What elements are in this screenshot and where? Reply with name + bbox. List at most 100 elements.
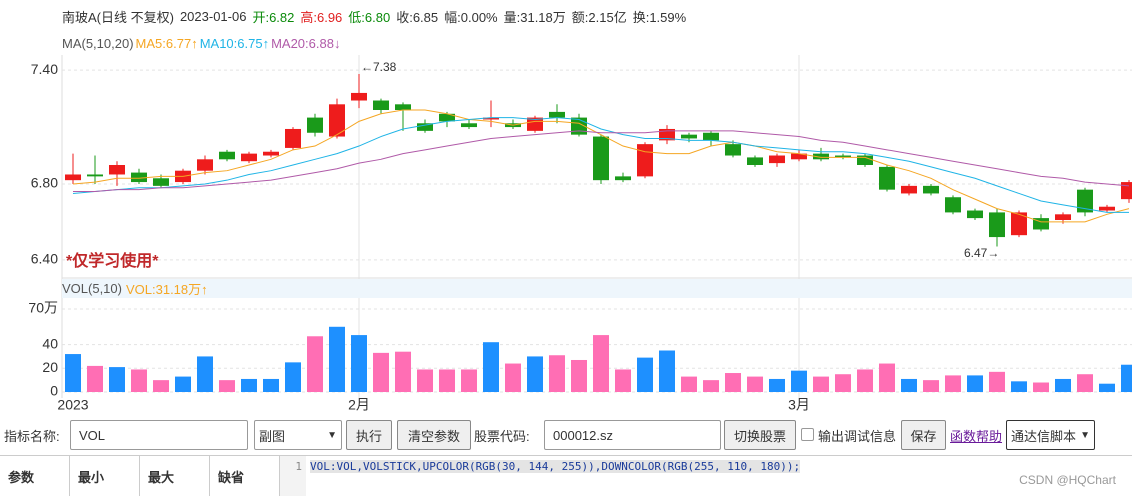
candle-body	[417, 123, 433, 131]
volume-bar	[505, 363, 521, 392]
candle-body	[747, 157, 763, 165]
candle-body	[65, 174, 81, 181]
date: 2023-01-06	[179, 8, 247, 24]
quote-item: 幅:0.00%	[444, 9, 498, 25]
code-input[interactable]: 000012.sz	[544, 420, 721, 450]
y-tick-label: 70万	[28, 300, 58, 316]
candle-body	[989, 212, 1005, 238]
input-text: 000012.sz	[553, 427, 613, 443]
vol-legend: VOL(5,10) VOL:31.18万↑	[62, 279, 1132, 298]
candle-body	[1055, 214, 1071, 220]
candle-body	[439, 113, 455, 122]
candle-body	[769, 155, 785, 164]
table-header: 缺省	[210, 456, 280, 496]
y-tick-label: 0	[50, 383, 58, 399]
candle-body	[197, 159, 213, 171]
legend-item: MA5:6.77↑	[135, 35, 198, 51]
candle-body	[879, 166, 895, 190]
legend-item: MA20:6.88↓	[271, 35, 341, 51]
volume-bar	[373, 352, 389, 392]
volume-bar	[439, 369, 455, 392]
candle-body	[131, 172, 147, 183]
y-tick-label: 20	[42, 359, 58, 375]
volume-bar	[241, 378, 257, 392]
candle-body	[109, 165, 125, 175]
candle-body	[1099, 206, 1115, 211]
quote-item: 高:6.96	[300, 9, 343, 25]
volume-bar	[395, 351, 411, 392]
volume-bar	[1121, 364, 1132, 392]
legend-item: MA10:6.75↑	[199, 35, 270, 51]
volume-bar	[1099, 383, 1115, 392]
watermark: CSDN @HQChart	[1019, 473, 1116, 487]
run-button[interactable]: 执行	[346, 420, 392, 450]
y-tick-label: 7.40	[31, 61, 58, 77]
header: 南玻A(日线 不复权) 2023-01-06 开:6.82 高:6.96 低:6.8…	[62, 6, 686, 26]
volume-bar	[879, 363, 895, 392]
x-tick-label: 2月	[348, 397, 370, 413]
candle-body	[219, 151, 235, 160]
volume-bar	[593, 335, 609, 392]
volume-bar	[1033, 382, 1049, 392]
label: 指标名称:	[4, 428, 60, 444]
volume-bar	[725, 373, 741, 392]
label: 股票代码:	[474, 428, 530, 444]
volume-bar	[153, 380, 169, 392]
help-link[interactable]: 函数帮助	[950, 428, 1003, 444]
ma-line	[72, 117, 1129, 213]
indicator-input[interactable]: VOL	[70, 420, 248, 450]
chart-kind-select[interactable]: 副图 ▼	[254, 420, 342, 450]
clear-button[interactable]: 清空参数	[397, 420, 471, 450]
volume-bar	[923, 380, 939, 392]
volume-bar	[769, 378, 785, 392]
quote-item: 量:31.18万	[503, 9, 566, 25]
ma-line	[72, 109, 1130, 223]
table-header: 最大	[140, 456, 210, 496]
volume-bar	[87, 365, 103, 392]
volume-bar	[109, 367, 125, 392]
candle-body	[87, 174, 103, 177]
low-annotation: 6.47→	[964, 246, 999, 260]
candle-body	[241, 153, 257, 162]
candle-body	[483, 117, 499, 120]
candle-body	[153, 178, 169, 186]
volume-bar	[703, 380, 719, 392]
volume-bar	[351, 335, 367, 392]
volume-bar	[637, 357, 653, 392]
candle-body	[967, 210, 983, 219]
y-tick-label: 6.40	[31, 251, 58, 267]
volume-bar	[681, 376, 697, 392]
candle-body	[329, 104, 345, 137]
quote-item: 换:1.59%	[632, 9, 687, 25]
candle-body	[1033, 218, 1049, 230]
candle-body	[703, 132, 719, 141]
select-text: 通达信脚本	[1011, 428, 1077, 444]
table-header: 最小	[70, 456, 140, 496]
params-table: 参数 最小 最大 缺省 1 VOL:VOL,VOLSTICK,UPCOLOR(R…	[0, 455, 1132, 496]
volume-bar	[747, 376, 763, 392]
volume-bar	[835, 374, 851, 392]
candle-body	[263, 151, 279, 156]
volume-bar	[549, 355, 565, 392]
button-text: 执行	[355, 428, 382, 444]
switch-button[interactable]: 切换股票	[724, 420, 796, 450]
volume-bar	[1077, 374, 1093, 392]
candle-body	[901, 185, 917, 194]
candle-body	[307, 117, 323, 133]
quote-item: 开:6.82	[252, 9, 295, 25]
candle-body	[615, 176, 631, 181]
volume-bar	[967, 375, 983, 392]
volume-bar	[901, 378, 917, 392]
volume-bar	[307, 336, 323, 392]
volume-bar	[857, 369, 873, 392]
volume-bar	[197, 356, 213, 392]
script-kind-select[interactable]: 通达信脚本 ▼	[1006, 420, 1095, 450]
volume-bar	[461, 369, 477, 392]
candle-body	[373, 100, 389, 110]
debug-checkbox[interactable]	[801, 428, 814, 441]
volume-bar	[131, 369, 147, 392]
candle-body	[791, 153, 807, 160]
candle-body	[857, 155, 873, 165]
volume-bar	[219, 380, 235, 392]
save-button[interactable]: 保存	[901, 420, 946, 450]
